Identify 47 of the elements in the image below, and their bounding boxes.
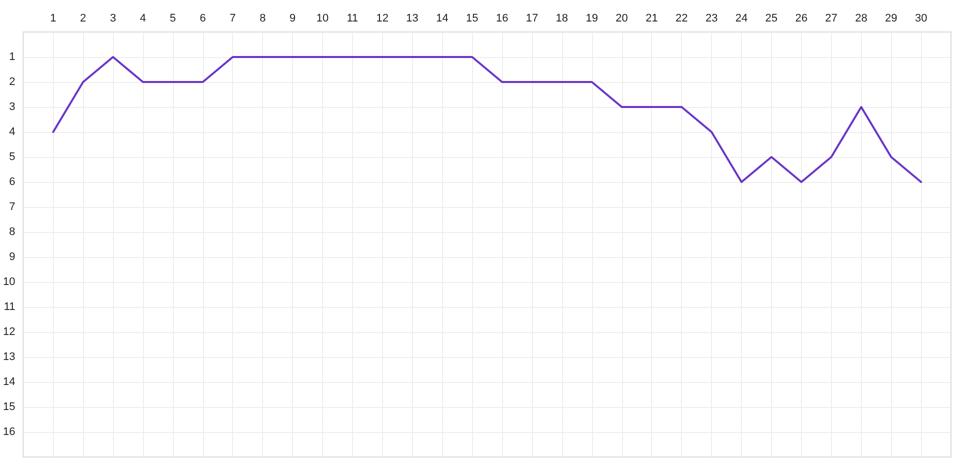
y-tick-label: 4 — [9, 126, 16, 138]
y-tick-label: 9 — [9, 251, 16, 263]
y-tick-label: 8 — [9, 226, 16, 238]
line-series — [52, 56, 922, 183]
y-tick-label: 14 — [2, 376, 16, 388]
x-tick-label: 3 — [110, 12, 116, 24]
x-tick-label: 30 — [914, 12, 928, 24]
x-tick-label: 4 — [140, 12, 146, 24]
y-tick-label: 3 — [9, 101, 16, 113]
x-tick-label: 12 — [376, 12, 388, 24]
x-tick-label: 26 — [795, 12, 808, 24]
x-tick-label: 13 — [406, 12, 418, 24]
x-tick-label: 27 — [825, 12, 838, 24]
x-tick-label: 24 — [735, 12, 748, 24]
x-tick-label: 16 — [496, 12, 508, 24]
x-tick-label: 15 — [466, 12, 478, 24]
y-tick-label: 15 — [2, 401, 16, 413]
x-tick-label: 18 — [556, 12, 568, 24]
x-tick-label: 28 — [855, 12, 868, 24]
x-tick-label: 21 — [646, 12, 658, 24]
y-tick-label: 12 — [2, 326, 16, 338]
x-tick-label: 10 — [316, 12, 329, 24]
y-tick-label: 6 — [9, 176, 16, 188]
x-tick-label: 2 — [80, 12, 86, 24]
x-tick-label: 11 — [346, 12, 358, 24]
x-tick-label: 9 — [290, 12, 296, 24]
x-tick-label: 25 — [765, 12, 778, 24]
x-tick-label: 7 — [230, 12, 236, 24]
y-tick-label: 16 — [2, 426, 16, 438]
x-tick-label: 8 — [260, 12, 266, 24]
x-tick-label: 14 — [436, 12, 448, 24]
x-tick-label: 17 — [526, 12, 538, 24]
y-tick-label: 10 — [2, 276, 16, 288]
x-tick-label: 19 — [586, 12, 598, 24]
x-tick-label: 1 — [50, 12, 56, 24]
x-tick-label: 29 — [885, 12, 898, 24]
x-tick-label: 5 — [170, 12, 176, 24]
y-tick-label: 2 — [9, 76, 16, 88]
y-tick-label: 11 — [4, 301, 16, 313]
x-tick-label: 22 — [676, 12, 688, 24]
y-tick-label: 7 — [9, 201, 16, 213]
y-tick-label: 1 — [9, 51, 16, 63]
x-tick-label: 23 — [705, 12, 718, 24]
x-tick-label: 6 — [200, 12, 206, 24]
y-tick-label: 5 — [9, 151, 16, 163]
x-tick-label: 20 — [616, 12, 628, 24]
y-tick-label: 13 — [2, 351, 16, 363]
